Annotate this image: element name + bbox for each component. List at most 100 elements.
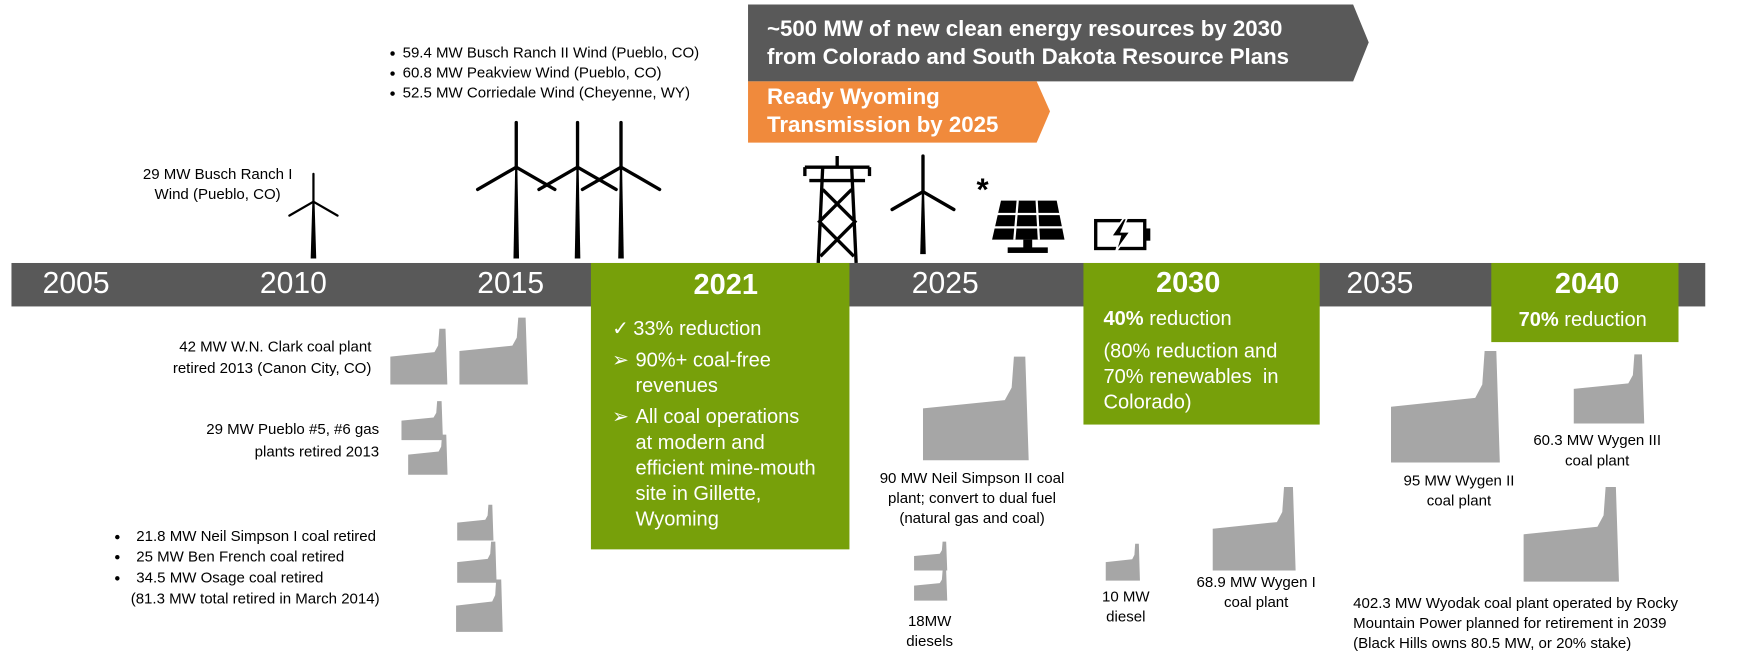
plant-label: 68.9 MW Wygen I (1197, 574, 1316, 591)
milestone-year: 2021 (694, 269, 758, 301)
plant-icon (457, 504, 494, 541)
plant-label: plant; convert to dual fuel (888, 490, 1056, 507)
milestone-note: (80% reduction and (1104, 340, 1278, 362)
milestone-2021-box (590, 262, 850, 550)
turbine-blade (288, 200, 315, 217)
milestone-marker: ➢ (612, 406, 629, 428)
milestone-note: 70% renewables in (1104, 366, 1279, 388)
header-banner-text: ~500 MW of new clean energy resources by… (767, 16, 1282, 41)
wind-project: 52.5 MW Corriedale Wind (Cheyenne, WY) (403, 85, 690, 102)
plant-label: diesel (1106, 608, 1145, 625)
wind-project: 59.4 MW Busch Ranch II Wind (Pueblo, CO) (403, 44, 700, 61)
wind-turbine (537, 120, 618, 259)
retirement-bullet: 25 MW Ben French coal retired (136, 549, 344, 566)
wind-label: 29 MW Busch Ranch I (143, 166, 293, 183)
plant-label: Mountain Power planned for retirement in… (1353, 615, 1666, 632)
reduction-percent: 70% (1519, 309, 1559, 331)
plant-icon (1573, 354, 1645, 424)
plant-label: coal plant (1565, 452, 1630, 469)
milestone-note: Colorado) (1104, 392, 1192, 414)
plant-icon (1523, 486, 1619, 582)
timeline-year: 2010 (260, 267, 327, 300)
plant-label: (Black Hills owns 80.5 MW, or 20% stake) (1353, 635, 1631, 652)
plant-label: 90 MW Neil Simpson II coal (880, 470, 1065, 487)
reduction-percent: 40% (1104, 308, 1144, 330)
milestone-item: 90%+ coal-free (635, 349, 770, 371)
milestone-year: 2040 (1555, 268, 1619, 300)
retirement-label: 29 MW Pueblo #5, #6 gas (206, 421, 379, 438)
retirement-bullet: 21.8 MW Neil Simpson I coal retired (136, 528, 376, 545)
wind-turbine (475, 120, 557, 259)
retirement-label: plants retired 2013 (255, 443, 380, 460)
timeline-year: 2025 (912, 267, 979, 300)
timeline-year: 2015 (477, 267, 544, 300)
wind-turbine (288, 172, 339, 259)
turbine-blade (575, 165, 618, 192)
transmission-banner (748, 81, 1051, 143)
milestone-reduction: 40% reduction (1104, 308, 1232, 330)
retirement-label: retired 2013 (Canon City, CO) (173, 360, 372, 377)
plant-icon (457, 541, 497, 583)
retirement-total: (81.3 MW total retired in March 2014) (131, 590, 380, 607)
reduction-text: reduction (1144, 308, 1232, 330)
plant-icon (914, 570, 948, 601)
wind-turbine (890, 154, 956, 255)
plant-label: 402.3 MW Wyodak coal plant operated by R… (1353, 595, 1678, 612)
turbine-tower (920, 191, 926, 255)
turbine-blade (514, 165, 557, 192)
transmission-tower (803, 156, 872, 264)
turbine-tower (513, 167, 520, 259)
plant-icon (390, 328, 448, 385)
turbine-blade (890, 189, 925, 212)
milestone-item: revenues (635, 375, 717, 397)
plant-icon (401, 401, 443, 441)
retirement-bullet: 34.5 MW Osage coal retired (136, 569, 323, 586)
timeline-year: 2035 (1346, 267, 1413, 300)
wind-project: 60.8 MW Peakview Wind (Pueblo, CO) (403, 65, 662, 82)
wind-turbine (580, 120, 662, 259)
turbine-blade (580, 165, 623, 192)
battery-icon (1094, 217, 1151, 253)
plant-label: coal plant (1224, 594, 1289, 611)
reduction-text: reduction (1559, 309, 1647, 331)
milestone-2040-box (1491, 262, 1679, 343)
timeline-bar (11, 262, 1706, 307)
wind-label: Wind (Pueblo, CO) (155, 186, 281, 203)
transmission-banner-text: Transmission by 2025 (767, 112, 998, 137)
solar-panel-icon: * (976, 172, 1065, 253)
turbine-blade (619, 165, 662, 192)
plant-label: 95 MW Wygen II (1403, 472, 1514, 489)
plant-icon (456, 579, 503, 632)
svg-text:*: * (976, 172, 989, 207)
milestone-item: site in Gillette, (635, 483, 761, 505)
turbine-blade (475, 165, 518, 192)
turbine-blade (921, 189, 956, 212)
plant-icon (922, 356, 1029, 461)
milestone-marker: ✓ (612, 318, 629, 340)
retirement-label: 42 MW W.N. Clark coal plant (179, 339, 372, 356)
header-banner-text: from Colorado and South Dakota Resource … (767, 44, 1289, 69)
plant-icon (459, 317, 528, 385)
milestone-item: at modern and (635, 432, 764, 454)
turbine-tower (574, 167, 581, 259)
plant-label: diesels (906, 633, 953, 650)
plant-icon (1105, 543, 1140, 581)
plant-label: 10 MW (1102, 588, 1150, 605)
plant-icon (914, 541, 948, 571)
milestone-year: 2030 (1156, 267, 1220, 299)
turbine-blade (312, 200, 339, 217)
turbine-tower (310, 201, 317, 259)
milestone-reduction: 70% reduction (1519, 309, 1647, 331)
plant-label: coal plant (1427, 492, 1492, 509)
milestone-item: Wyoming (635, 509, 718, 531)
plant-label: (natural gas and coal) (899, 510, 1044, 527)
plant-icon (1391, 351, 1500, 463)
milestone-item: 33% reduction (633, 318, 761, 340)
turbine-tower (618, 167, 624, 259)
plant-icon (408, 434, 448, 475)
turbine-blade (537, 165, 580, 192)
plant-label: 60.3 MW Wygen III (1533, 432, 1661, 449)
milestone-item: efficient mine-mouth (635, 457, 815, 479)
